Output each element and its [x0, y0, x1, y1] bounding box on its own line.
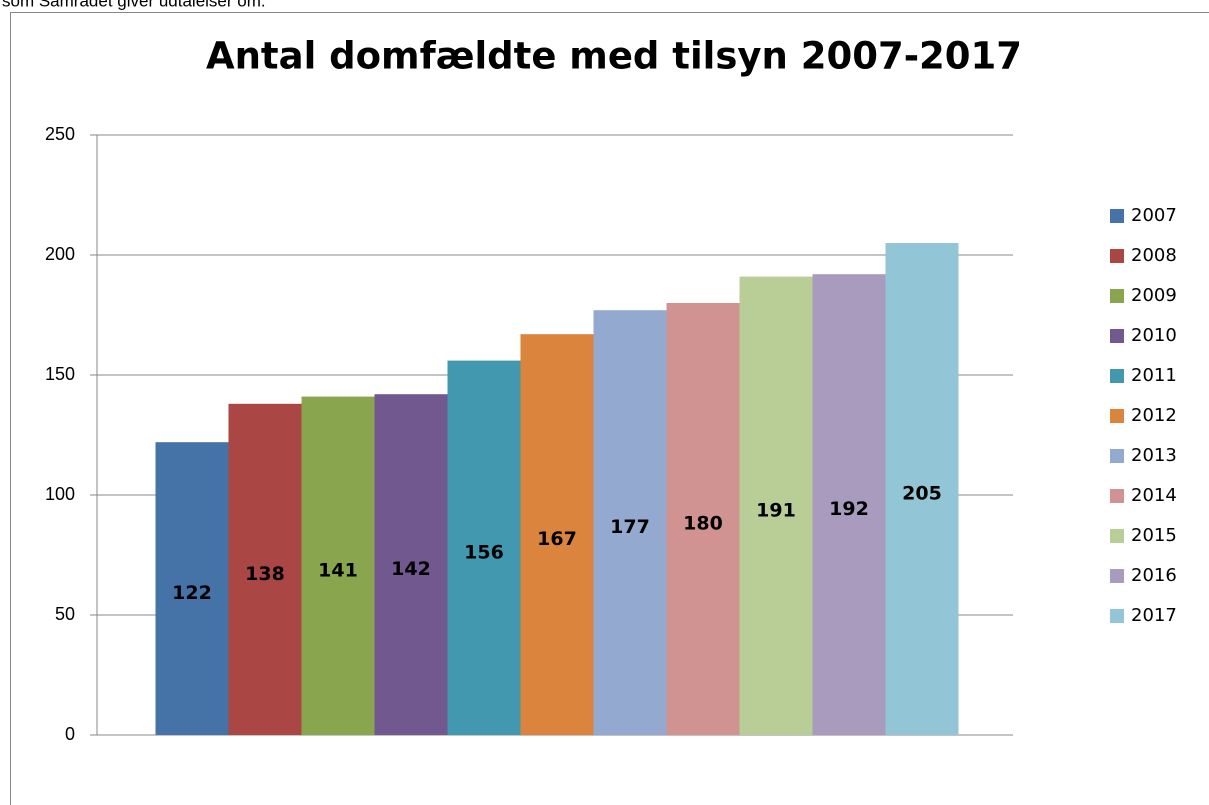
bar	[228, 403, 302, 735]
data-label: 205	[902, 483, 942, 505]
legend-label: 2009	[1131, 285, 1177, 306]
legend-label: 2013	[1131, 445, 1177, 466]
legend-swatch	[1110, 609, 1124, 623]
bar	[812, 274, 886, 735]
legend-swatch	[1110, 369, 1124, 383]
legend-label: 2015	[1131, 525, 1177, 546]
legend-swatch	[1110, 289, 1124, 303]
legend-swatch	[1110, 569, 1124, 583]
bar	[885, 243, 959, 735]
legend-label: 2014	[1131, 485, 1177, 506]
data-label: 142	[391, 558, 431, 580]
legend-swatch	[1110, 489, 1124, 503]
legend-label: 2011	[1131, 365, 1177, 386]
bar	[739, 276, 813, 735]
legend-label: 2017	[1131, 605, 1177, 626]
legend-swatch	[1110, 529, 1124, 543]
bar	[374, 394, 448, 735]
y-tick-label: 200	[45, 244, 75, 264]
y-tick-label: 250	[45, 124, 75, 144]
y-tick-label: 0	[65, 724, 75, 744]
legend-label: 2007	[1131, 205, 1177, 226]
data-label: 156	[464, 541, 504, 563]
legend-swatch	[1110, 209, 1124, 223]
legend-swatch	[1110, 329, 1124, 343]
data-label: 138	[245, 563, 285, 585]
data-label: 122	[172, 582, 212, 604]
data-label: 167	[537, 528, 577, 550]
y-tick-label: 100	[45, 484, 75, 504]
bar	[447, 360, 521, 735]
data-label: 141	[318, 559, 358, 581]
bar	[520, 334, 594, 735]
legend-swatch	[1110, 249, 1124, 263]
y-tick-label: 50	[55, 604, 75, 624]
bar	[155, 442, 229, 735]
data-label: 177	[610, 516, 650, 538]
legend-swatch	[1110, 449, 1124, 463]
legend-label: 2010	[1131, 325, 1177, 346]
data-label: 191	[756, 499, 796, 521]
data-label: 192	[829, 498, 869, 520]
legend-label: 2008	[1131, 245, 1177, 266]
y-tick-label: 150	[45, 364, 75, 384]
bar	[593, 310, 667, 735]
bar	[301, 396, 375, 735]
legend-label: 2016	[1131, 565, 1177, 586]
page-text: som Samrådet giver udtalelser om.	[2, 0, 266, 10]
bar	[666, 303, 740, 735]
data-label: 180	[683, 513, 723, 535]
legend-label: 2012	[1131, 405, 1177, 426]
legend-swatch	[1110, 409, 1124, 423]
chart-title: Antal domfældte med tilsyn 2007-2017	[206, 35, 1022, 78]
